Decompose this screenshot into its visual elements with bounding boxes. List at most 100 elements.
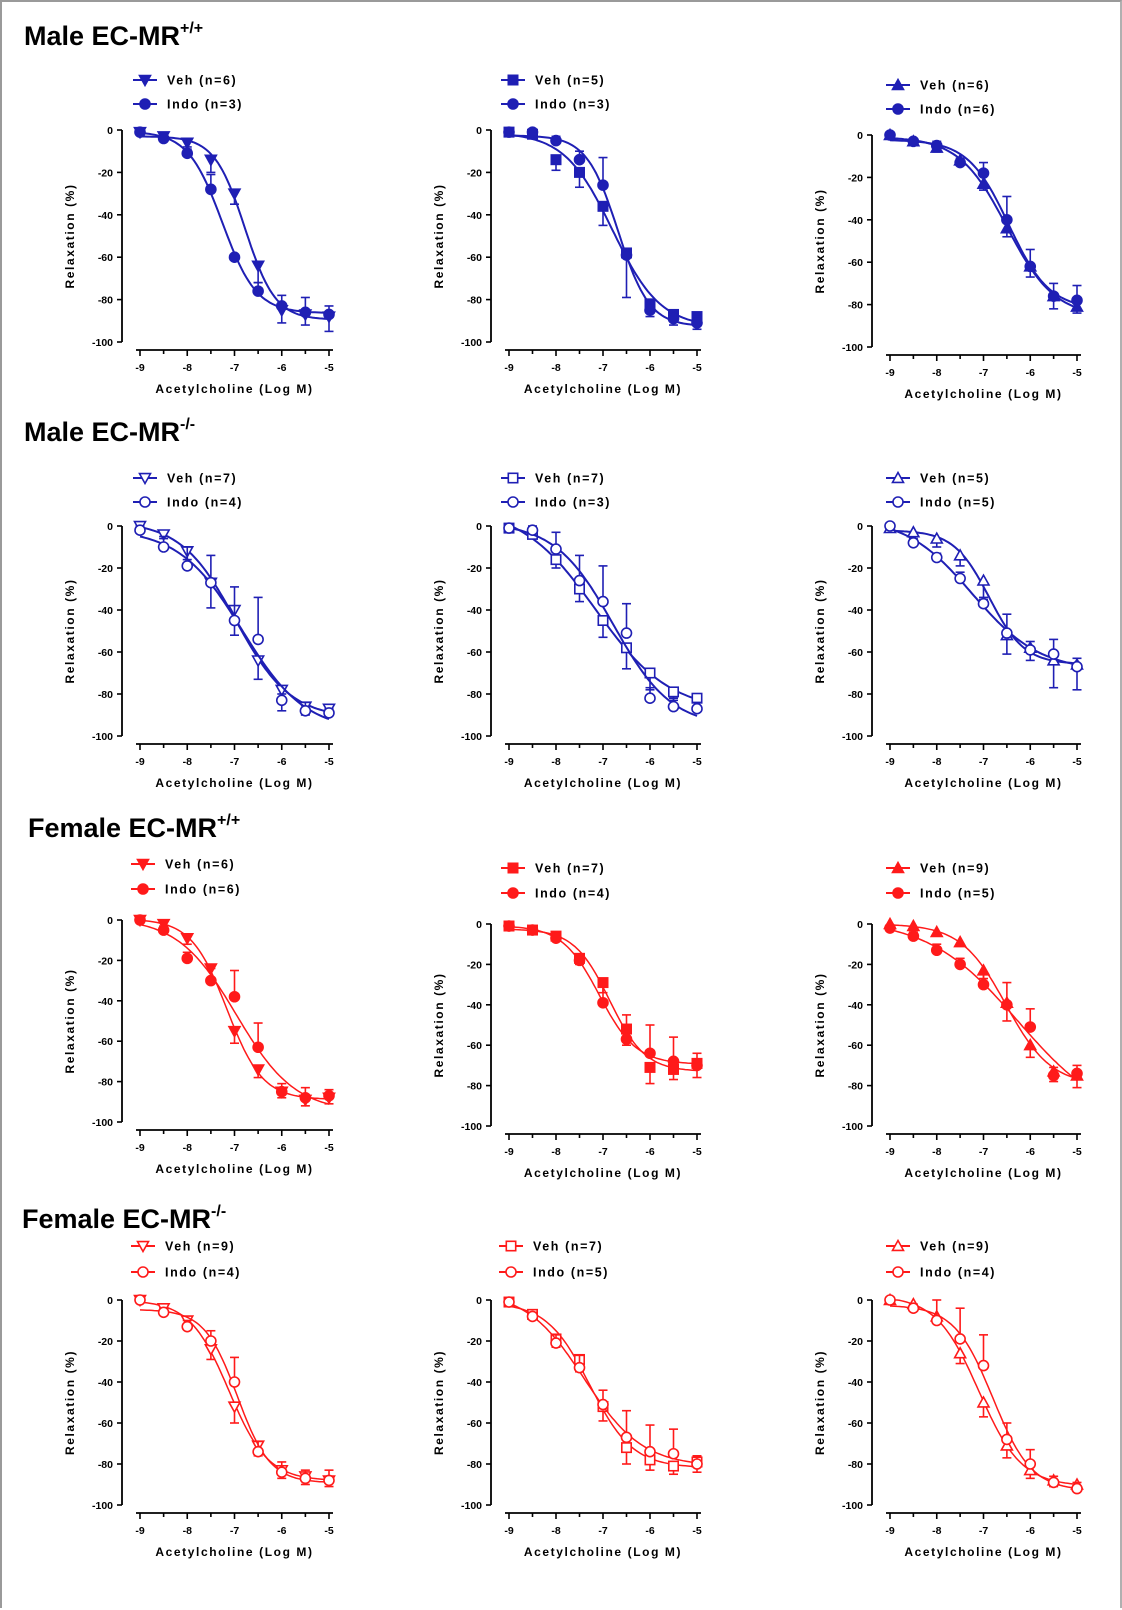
y-tick-label: -40	[467, 210, 482, 222]
y-tick-label: -100	[842, 1121, 863, 1133]
x-tick-label: -5	[324, 756, 333, 768]
data-point	[181, 147, 194, 160]
y-tick-label: -40	[848, 215, 863, 227]
y-axis-label: Relaxation (%)	[63, 1350, 77, 1455]
series-line	[508, 525, 698, 701]
legend-entry: Indo (n=4)	[133, 496, 243, 510]
x-tick-label: -8	[183, 362, 192, 374]
data-point	[228, 1376, 241, 1388]
y-tick-label: -100	[842, 731, 863, 743]
y-axis-label: Relaxation (%)	[813, 972, 827, 1077]
data-point	[205, 1335, 217, 1347]
legend-entry: Veh (n=7)	[499, 1240, 602, 1254]
data-point	[977, 167, 990, 179]
y-tick-label: -80	[467, 295, 482, 307]
x-tick-label: -8	[551, 362, 560, 374]
y-tick-label: -100	[842, 1500, 863, 1512]
legend-entry: Veh (n=7)	[133, 472, 236, 486]
data-point	[252, 1445, 264, 1458]
y-tick-label: 0	[857, 521, 863, 533]
series-line	[508, 1305, 698, 1468]
x-axis-label: Acetylcholine (Log M)	[524, 1545, 682, 1559]
data-point	[620, 1442, 632, 1454]
y-tick-label: -80	[848, 300, 863, 312]
data-point	[884, 1294, 896, 1306]
x-tick-label: -5	[692, 362, 701, 374]
legend-marker	[505, 1266, 517, 1278]
data-point	[573, 574, 586, 587]
x-tick-label: -8	[551, 756, 560, 768]
data-point	[691, 692, 703, 704]
legend-marker	[507, 472, 519, 484]
data-point	[252, 1041, 264, 1054]
x-tick-label: -9	[135, 756, 144, 768]
x-tick-label: -8	[551, 1146, 560, 1158]
legend-marker	[892, 887, 904, 899]
data-point	[1024, 260, 1037, 273]
legend-entry: Veh (n=6)	[131, 858, 234, 872]
legend-marker	[138, 472, 152, 486]
data-point	[550, 932, 562, 944]
x-tick-label: -6	[645, 1146, 654, 1158]
data-point	[1023, 1038, 1038, 1051]
legend-label: Indo (n=5)	[920, 496, 996, 510]
legend-label: Indo (n=4)	[167, 496, 243, 510]
data-point	[157, 132, 170, 145]
legend-label: Veh (n=7)	[535, 472, 605, 486]
y-tick-label: -60	[467, 1418, 482, 1430]
y-tick-label: -100	[461, 731, 482, 743]
y-tick-label: -20	[848, 1336, 863, 1348]
legend-entry: Veh (n=9)	[131, 1240, 234, 1254]
legend-entry: Indo (n=3)	[133, 98, 241, 112]
data-point	[323, 1089, 335, 1102]
chart-panel: 0 -20 -40 -60 -80 -100 -9 -8 -7 -6 -5 Acetylcholine…	[63, 472, 336, 790]
x-tick-label: -7	[979, 1525, 988, 1537]
legend-marker	[507, 74, 519, 86]
data-point	[930, 551, 943, 564]
data-point	[205, 576, 217, 589]
series-indo	[134, 1294, 335, 1487]
series-veh	[883, 916, 1084, 1089]
legend-marker	[892, 496, 904, 508]
data-point	[644, 692, 656, 705]
x-axis-label: Acetylcholine (Log M)	[155, 1545, 313, 1559]
legend-label: Indo (n=6)	[920, 103, 996, 117]
data-point	[884, 520, 896, 532]
y-axis-label: Relaxation (%)	[813, 578, 827, 683]
legend-marker	[507, 496, 519, 508]
data-point	[954, 958, 966, 971]
data-point	[1070, 299, 1084, 312]
data-point	[930, 944, 943, 957]
x-axis-label: Acetylcholine (Log M)	[155, 382, 313, 396]
chart-panel: 0 -20 -40 -60 -80 -100 -9 -8 -7 -6 -5 Acetylcholine…	[63, 858, 336, 1176]
y-tick-label: -40	[98, 210, 113, 222]
y-tick-label: -40	[848, 1000, 863, 1012]
series-line	[139, 1309, 330, 1483]
x-tick-label: -7	[230, 1525, 239, 1537]
data-point	[667, 312, 680, 325]
data-point	[620, 1431, 633, 1444]
data-point	[953, 935, 967, 948]
y-tick-label: -20	[467, 959, 482, 971]
x-tick-label: -8	[932, 756, 941, 768]
chart-panel: 0 -20 -40 -60 -80 -100 -9 -8 -7 -6 -5 Acetylcholine…	[63, 1240, 336, 1559]
chart-panel: 0 -20 -40 -60 -80 -100 -9 -8 -7 -6 -5 Acetylcholine…	[432, 862, 703, 1180]
x-tick-label: -8	[183, 1142, 192, 1154]
x-tick-label: -6	[277, 1525, 286, 1537]
series-veh	[503, 1296, 703, 1476]
data-point	[929, 531, 944, 544]
y-tick-label: -20	[98, 563, 113, 575]
data-point	[503, 920, 515, 932]
legend-label: Veh (n=5)	[535, 74, 605, 88]
data-point	[954, 1333, 966, 1345]
data-point	[1071, 660, 1083, 673]
y-tick-label: -40	[848, 605, 863, 617]
data-point	[691, 1458, 703, 1470]
data-point	[550, 134, 562, 147]
y-tick-label: -40	[467, 1377, 482, 1389]
data-point	[1001, 627, 1013, 639]
data-point	[228, 990, 241, 1003]
y-tick-label: -40	[848, 1377, 863, 1389]
chart-panel: 0 -20 -40 -60 -80 -100 -9 -8 -7 -6 -5 Acetylcholine…	[813, 860, 1084, 1180]
y-tick-label: -80	[848, 689, 863, 701]
